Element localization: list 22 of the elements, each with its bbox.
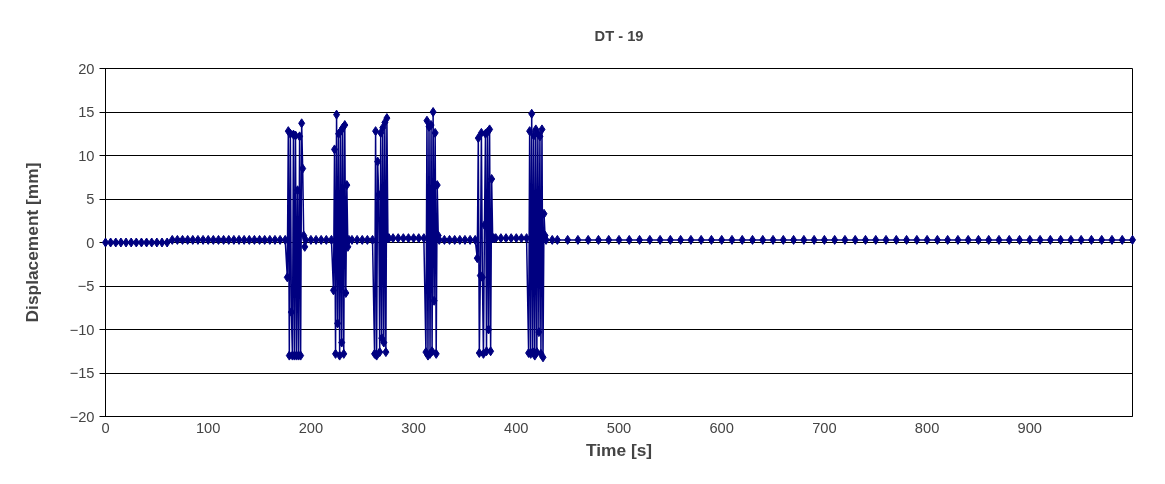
x-tick-label: 900 [1017, 419, 1043, 436]
y-tick-label: 15 [78, 104, 95, 120]
x-tick-label: 0 [101, 419, 110, 436]
x-tick-label: 100 [195, 419, 221, 436]
y-tick-label: 10 [78, 147, 95, 164]
x-axis-title: Time [s] [585, 439, 653, 460]
y-tick-label: −20 [69, 408, 95, 425]
chart-title: DT - 19 [594, 27, 644, 44]
x-tick-label: 600 [709, 419, 734, 436]
y-tick-label: 5 [86, 191, 95, 207]
x-tick-label: 300 [401, 419, 426, 436]
x-tick-label: 500 [606, 419, 632, 436]
y-tick-label: 20 [78, 60, 95, 77]
x-tick-label: 800 [914, 419, 940, 436]
y-tick-label: 0 [86, 234, 95, 251]
y-tick-label: −5 [77, 278, 95, 294]
x-tick-label: 400 [504, 419, 529, 436]
y-axis-title: Displacement [mm] [21, 162, 42, 323]
x-tick-label: 700 [812, 419, 837, 436]
y-tick-label: −10 [69, 321, 95, 338]
y-tick-label: −15 [69, 365, 95, 381]
x-tick-label: 200 [298, 419, 324, 436]
